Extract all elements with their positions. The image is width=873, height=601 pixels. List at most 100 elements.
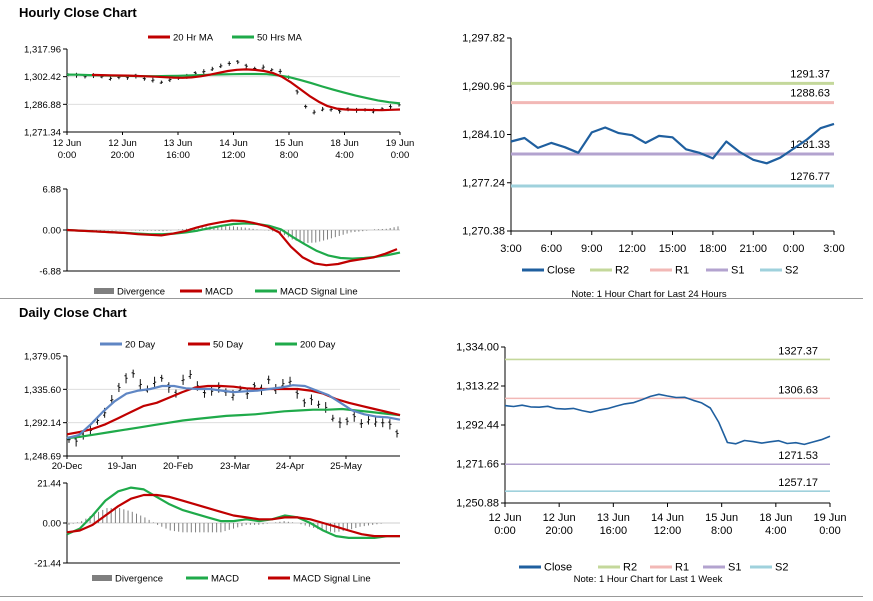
hourly-pivot-note: Note: 1 Hour Chart for Last 24 Hours <box>571 289 726 300</box>
daily-price-xtick-label: 20-Dec <box>52 461 83 472</box>
hourly-macd-ytick-label: 0.00 <box>43 226 62 237</box>
daily-chart-title: Daily Close Chart <box>19 305 127 320</box>
hourly-price-ytick-label: 1,286.88 <box>24 100 61 111</box>
daily-pivot-ytick-label: 1,334.00 <box>456 342 499 354</box>
hourly-price-xtick-label: 4:00 <box>335 150 354 161</box>
hourly-pivot-xtick-label: 15:00 <box>659 243 687 255</box>
hourly-price-xtick-label: 13 Jun <box>164 138 193 149</box>
daily-50day-line <box>66 384 401 436</box>
hourly-pivot-ytick-label: 1,277.24 <box>462 177 505 189</box>
legend-hourly-divergence-swatch <box>94 288 114 294</box>
daily-pivot-ytick-label: 1,292.44 <box>456 420 499 432</box>
daily-pivot-xtick-label: 14 Jun <box>651 512 684 524</box>
daily-pivot-xtick-label: 18 Jun <box>759 512 792 524</box>
hourly-20hr-ma-line <box>91 68 401 112</box>
hourly-price-xtick-label: 8:00 <box>280 150 299 161</box>
legend-200day-label: 200 Day <box>300 340 336 351</box>
hourly-macd-ytick-label: 6.88 <box>43 185 62 196</box>
daily-price-xtick-label: 23-Mar <box>220 461 250 472</box>
hourly-price-ytick-label: 1,317.96 <box>24 45 61 56</box>
daily-macd-ytick-label: 21.44 <box>37 479 61 490</box>
daily-pivot-xtick-label: 4:00 <box>765 525 786 537</box>
daily-pivot-xtick-label: 12 Jun <box>488 512 521 524</box>
daily-pivot-xtick-label: 12 Jun <box>543 512 576 524</box>
hourly-price-xtick-label: 14 Jun <box>219 138 248 149</box>
hourly-macd-line <box>66 219 398 267</box>
hourly-pivot-r2-value: 1291.37 <box>790 68 830 80</box>
daily-pivot-xtick-label: 0:00 <box>494 525 515 537</box>
hourly-pivot-xtick-label: 18:00 <box>699 243 727 255</box>
daily-price-ytick-label: 1,292.14 <box>24 418 61 429</box>
hourly-pivot-xtick-label: 12:00 <box>618 243 646 255</box>
legend-hourly-macd-signal-label: MACD Signal Line <box>280 287 358 298</box>
daily-price-ytick-label: 1,379.05 <box>24 352 61 363</box>
hourly-price-ytick-label: 1,302.42 <box>24 72 61 83</box>
section-divider <box>0 298 863 299</box>
hourly-price-ytick-label: 1,271.34 <box>24 128 61 139</box>
hourly-price-xtick-label: 0:00 <box>391 150 410 161</box>
daily-pivot-xtick-label: 0:00 <box>819 525 840 537</box>
daily-pivot-ytick-label: 1,250.88 <box>456 498 499 510</box>
legend-hourly-divergence-label: Divergence <box>117 287 165 298</box>
hourly-pivot-xtick-label: 9:00 <box>581 243 602 255</box>
legend-50hrs-ma-label: 50 Hrs MA <box>257 33 303 44</box>
legend-hourly-pivot-r2-label: R2 <box>615 265 629 277</box>
hourly-pivot-close-line <box>510 122 835 165</box>
legend-hourly-pivot-close-label: Close <box>547 265 575 277</box>
hourly-price-xtick-label: 18 Jun <box>330 138 359 149</box>
hourly-pivot-xtick-label: 6:00 <box>541 243 562 255</box>
hourly-50hr-ma-line <box>66 72 401 105</box>
daily-200day-line <box>66 407 401 440</box>
daily-pivot-xtick-label: 8:00 <box>711 525 732 537</box>
daily-price-xtick-label: 19-Jan <box>107 461 136 472</box>
daily-pivot-ytick-label: 1,271.66 <box>456 459 499 471</box>
daily-pivot-xtick-label: 16:00 <box>600 525 628 537</box>
daily-pivot-xtick-label: 12:00 <box>654 525 682 537</box>
hourly-price-xtick-label: 19 Jun <box>386 138 415 149</box>
daily-pivot-s1-value: 1271.53 <box>778 450 818 462</box>
legend-hourly-pivot-s2-label: S2 <box>785 265 798 277</box>
daily-macd-ytick-label: 0.00 <box>43 519 62 530</box>
hourly-macd-ytick-label: -6.88 <box>39 267 61 278</box>
hourly-pivot-ytick-label: 1,284.10 <box>462 129 505 141</box>
daily-pivot-note: Note: 1 Hour Chart for Last 1 Week <box>574 574 723 585</box>
daily-pivot-xtick-label: 15 Jun <box>705 512 738 524</box>
daily-pivot-xtick-label: 20:00 <box>545 525 573 537</box>
daily-pivot-ytick-label: 1,313.22 <box>456 381 499 393</box>
daily-macd-signal-line <box>66 493 400 538</box>
daily-pivot-r2-value: 1327.37 <box>778 345 818 357</box>
legend-hourly-pivot-s1-label: S1 <box>731 265 744 277</box>
legend-daily-pivot-r2-label: R2 <box>623 562 637 574</box>
hourly-price-xtick-label: 12 Jun <box>108 138 137 149</box>
hourly-pivot-ytick-label: 1,290.96 <box>462 81 505 93</box>
hourly-pivot-xtick-label: 3:00 <box>500 243 521 255</box>
bottom-divider <box>0 596 863 597</box>
daily-price-xtick-label: 20-Feb <box>163 461 193 472</box>
hourly-price-xtick-label: 20:00 <box>111 150 135 161</box>
daily-pivot-close-line <box>504 393 831 446</box>
daily-price-ytick-label: 1,335.60 <box>24 385 61 396</box>
hourly-pivot-xtick-label: 0:00 <box>783 243 804 255</box>
hourly-pivot-xtick-label: 21:00 <box>739 243 767 255</box>
hourly-pivot-ytick-label: 1,270.38 <box>462 226 505 238</box>
daily-price-ytick-label: 1,248.69 <box>24 452 61 463</box>
hourly-pivot-ytick-label: 1,297.82 <box>462 33 505 45</box>
legend-daily-divergence-label: Divergence <box>115 574 163 585</box>
legend-daily-pivot-r1-label: R1 <box>675 562 689 574</box>
hourly-pivot-s1-value: 1281.33 <box>790 139 830 151</box>
daily-pivot-xtick-label: 13 Jun <box>597 512 630 524</box>
legend-daily-pivot-s2-label: S2 <box>775 562 788 574</box>
legend-20hr-ma-label: 20 Hr MA <box>173 33 214 44</box>
daily-macd-line <box>66 486 400 540</box>
daily-pivot-xtick-label: 19 Jun <box>813 512 846 524</box>
daily-price-xtick-label: 24-Apr <box>276 461 305 472</box>
hourly-chart-title: Hourly Close Chart <box>19 5 137 20</box>
hourly-price-xtick-label: 15 Jun <box>275 138 304 149</box>
daily-price-xtick-label: 25-May <box>330 461 362 472</box>
legend-daily-macd-label: MACD <box>211 574 239 585</box>
legend-daily-macd-signal-label: MACD Signal Line <box>293 574 371 585</box>
hourly-price-xtick-label: 0:00 <box>58 150 77 161</box>
legend-hourly-pivot-r1-label: R1 <box>675 265 689 277</box>
legend-20day-label: 20 Day <box>125 340 155 351</box>
